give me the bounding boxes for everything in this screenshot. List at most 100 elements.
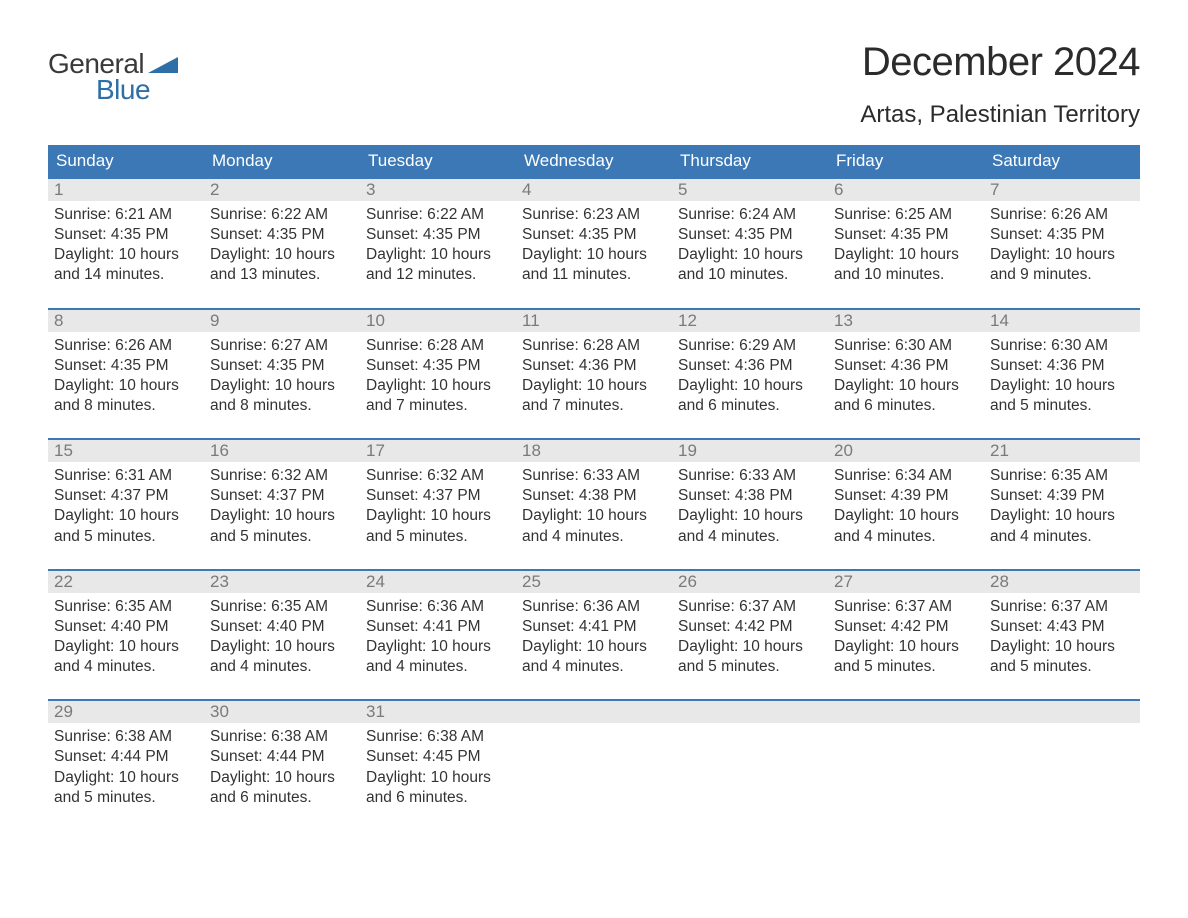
- week-row: 22Sunrise: 6:35 AMSunset: 4:40 PMDayligh…: [48, 569, 1140, 678]
- day-header-cell: Tuesday: [360, 145, 516, 177]
- daylight-line-1: Daylight: 10 hours: [210, 376, 354, 396]
- sunset-line: Sunset: 4:38 PM: [678, 486, 822, 506]
- day-cell: 29Sunrise: 6:38 AMSunset: 4:44 PMDayligh…: [48, 701, 204, 808]
- sunrise-line: Sunrise: 6:32 AM: [210, 466, 354, 486]
- sunrise-line: Sunrise: 6:30 AM: [834, 336, 978, 356]
- day-number: 2: [204, 179, 360, 201]
- day-cell: 14Sunrise: 6:30 AMSunset: 4:36 PMDayligh…: [984, 310, 1140, 417]
- sunrise-line: Sunrise: 6:35 AM: [990, 466, 1134, 486]
- sunset-line: Sunset: 4:35 PM: [366, 356, 510, 376]
- header: General Blue December 2024 Artas, Palest…: [48, 40, 1140, 129]
- sunset-line: Sunset: 4:36 PM: [522, 356, 666, 376]
- calendar: SundayMondayTuesdayWednesdayThursdayFrid…: [48, 145, 1140, 808]
- daylight-line-2: and 4 minutes.: [210, 657, 354, 677]
- day-details: Sunrise: 6:38 AMSunset: 4:44 PMDaylight:…: [48, 723, 204, 808]
- day-cell: 6Sunrise: 6:25 AMSunset: 4:35 PMDaylight…: [828, 179, 984, 286]
- daylight-line-1: Daylight: 10 hours: [366, 637, 510, 657]
- day-cell: 26Sunrise: 6:37 AMSunset: 4:42 PMDayligh…: [672, 571, 828, 678]
- daylight-line-2: and 7 minutes.: [522, 396, 666, 416]
- day-number: 9: [204, 310, 360, 332]
- daylight-line-2: and 5 minutes.: [990, 657, 1134, 677]
- sunset-line: Sunset: 4:45 PM: [366, 747, 510, 767]
- daylight-line-2: and 5 minutes.: [678, 657, 822, 677]
- daylight-line-1: Daylight: 10 hours: [366, 245, 510, 265]
- sunset-line: Sunset: 4:36 PM: [678, 356, 822, 376]
- daylight-line-2: and 6 minutes.: [366, 788, 510, 808]
- day-number: 14: [984, 310, 1140, 332]
- logo-text-blue: Blue: [96, 74, 178, 106]
- sunset-line: Sunset: 4:35 PM: [210, 225, 354, 245]
- daylight-line-1: Daylight: 10 hours: [210, 245, 354, 265]
- day-number: 30: [204, 701, 360, 723]
- sunrise-line: Sunrise: 6:32 AM: [366, 466, 510, 486]
- day-cell: 19Sunrise: 6:33 AMSunset: 4:38 PMDayligh…: [672, 440, 828, 547]
- sunset-line: Sunset: 4:35 PM: [366, 225, 510, 245]
- day-number: [984, 701, 1140, 723]
- week-row: 8Sunrise: 6:26 AMSunset: 4:35 PMDaylight…: [48, 308, 1140, 417]
- day-details: Sunrise: 6:34 AMSunset: 4:39 PMDaylight:…: [828, 462, 984, 547]
- day-details: Sunrise: 6:38 AMSunset: 4:45 PMDaylight:…: [360, 723, 516, 808]
- sunset-line: Sunset: 4:38 PM: [522, 486, 666, 506]
- daylight-line-1: Daylight: 10 hours: [54, 637, 198, 657]
- day-number: 28: [984, 571, 1140, 593]
- sunrise-line: Sunrise: 6:21 AM: [54, 205, 198, 225]
- sunrise-line: Sunrise: 6:38 AM: [210, 727, 354, 747]
- daylight-line-2: and 14 minutes.: [54, 265, 198, 285]
- daylight-line-1: Daylight: 10 hours: [366, 506, 510, 526]
- sunset-line: Sunset: 4:42 PM: [834, 617, 978, 637]
- day-number: 16: [204, 440, 360, 462]
- sunrise-line: Sunrise: 6:25 AM: [834, 205, 978, 225]
- day-details: Sunrise: 6:27 AMSunset: 4:35 PMDaylight:…: [204, 332, 360, 417]
- daylight-line-2: and 8 minutes.: [210, 396, 354, 416]
- day-number: 3: [360, 179, 516, 201]
- day-number: 17: [360, 440, 516, 462]
- sunset-line: Sunset: 4:35 PM: [210, 356, 354, 376]
- sunrise-line: Sunrise: 6:28 AM: [522, 336, 666, 356]
- sunrise-line: Sunrise: 6:22 AM: [210, 205, 354, 225]
- day-details: Sunrise: 6:29 AMSunset: 4:36 PMDaylight:…: [672, 332, 828, 417]
- day-cell: 24Sunrise: 6:36 AMSunset: 4:41 PMDayligh…: [360, 571, 516, 678]
- sunrise-line: Sunrise: 6:27 AM: [210, 336, 354, 356]
- daylight-line-2: and 4 minutes.: [522, 527, 666, 547]
- day-cell: 12Sunrise: 6:29 AMSunset: 4:36 PMDayligh…: [672, 310, 828, 417]
- day-number: 22: [48, 571, 204, 593]
- day-number: 12: [672, 310, 828, 332]
- day-number: 4: [516, 179, 672, 201]
- daylight-line-2: and 5 minutes.: [366, 527, 510, 547]
- day-header-cell: Sunday: [48, 145, 204, 177]
- daylight-line-2: and 6 minutes.: [834, 396, 978, 416]
- week-row: 1Sunrise: 6:21 AMSunset: 4:35 PMDaylight…: [48, 177, 1140, 286]
- day-number: 24: [360, 571, 516, 593]
- daylight-line-2: and 7 minutes.: [366, 396, 510, 416]
- day-cell: [984, 701, 1140, 808]
- day-details: Sunrise: 6:24 AMSunset: 4:35 PMDaylight:…: [672, 201, 828, 286]
- day-cell: 11Sunrise: 6:28 AMSunset: 4:36 PMDayligh…: [516, 310, 672, 417]
- sunrise-line: Sunrise: 6:36 AM: [522, 597, 666, 617]
- day-number: 19: [672, 440, 828, 462]
- sunset-line: Sunset: 4:37 PM: [366, 486, 510, 506]
- day-details: Sunrise: 6:28 AMSunset: 4:36 PMDaylight:…: [516, 332, 672, 417]
- day-number: 1: [48, 179, 204, 201]
- sunset-line: Sunset: 4:35 PM: [834, 225, 978, 245]
- day-number: 25: [516, 571, 672, 593]
- sunrise-line: Sunrise: 6:38 AM: [54, 727, 198, 747]
- daylight-line-2: and 10 minutes.: [678, 265, 822, 285]
- daylight-line-1: Daylight: 10 hours: [366, 376, 510, 396]
- day-header-cell: Thursday: [672, 145, 828, 177]
- day-details: Sunrise: 6:35 AMSunset: 4:39 PMDaylight:…: [984, 462, 1140, 547]
- day-number: 11: [516, 310, 672, 332]
- daylight-line-1: Daylight: 10 hours: [54, 245, 198, 265]
- sunset-line: Sunset: 4:44 PM: [54, 747, 198, 767]
- day-number: 18: [516, 440, 672, 462]
- daylight-line-1: Daylight: 10 hours: [678, 637, 822, 657]
- daylight-line-1: Daylight: 10 hours: [990, 637, 1134, 657]
- daylight-line-2: and 9 minutes.: [990, 265, 1134, 285]
- day-cell: 21Sunrise: 6:35 AMSunset: 4:39 PMDayligh…: [984, 440, 1140, 547]
- daylight-line-1: Daylight: 10 hours: [54, 376, 198, 396]
- daylight-line-1: Daylight: 10 hours: [210, 637, 354, 657]
- daylight-line-2: and 6 minutes.: [210, 788, 354, 808]
- day-details: Sunrise: 6:26 AMSunset: 4:35 PMDaylight:…: [984, 201, 1140, 286]
- sunrise-line: Sunrise: 6:35 AM: [210, 597, 354, 617]
- day-header-cell: Wednesday: [516, 145, 672, 177]
- month-title: December 2024: [860, 40, 1140, 85]
